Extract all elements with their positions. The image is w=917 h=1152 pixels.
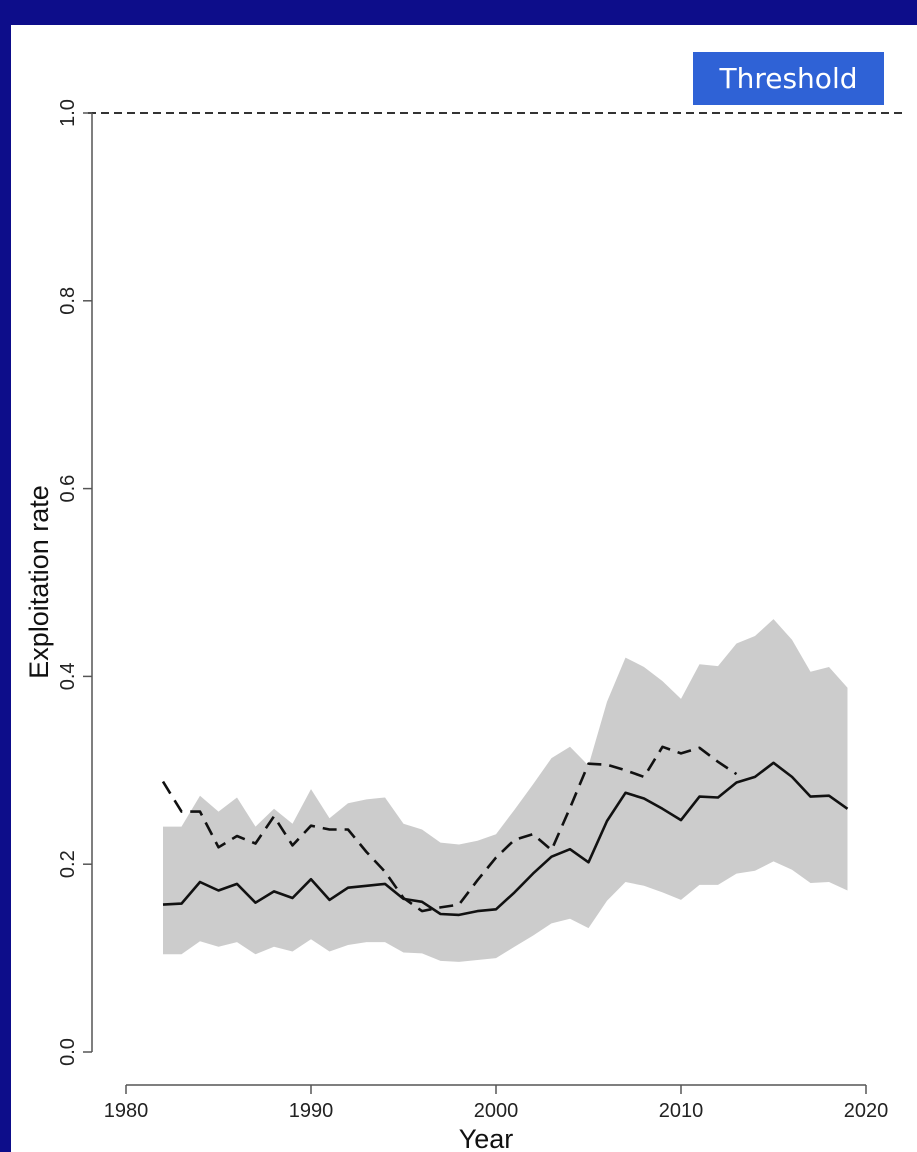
x-axis-title: Year — [459, 1124, 514, 1152]
y-tick-label: 0.6 — [57, 475, 79, 503]
y-tick-label: 1.0 — [57, 99, 79, 127]
x-tick-label: 2010 — [659, 1100, 704, 1122]
confidence-ribbon — [163, 619, 848, 962]
series-line-solid — [162, 761, 849, 917]
y-axis-title: Exploitation rate — [24, 485, 54, 679]
x-tick-label: 1980 — [104, 1100, 149, 1122]
x-tick-label: 2020 — [844, 1100, 889, 1122]
y-tick-label: 0.2 — [57, 850, 79, 878]
y-tick-label: 0.0 — [57, 1038, 79, 1066]
y-tick-label: 0.8 — [57, 287, 79, 315]
chart-frame — [11, 25, 917, 1152]
y-tick-label: 0.4 — [57, 662, 79, 690]
x-tick-label: 1990 — [289, 1100, 334, 1122]
x-tick-label: 2000 — [474, 1100, 519, 1122]
series-line-dashed — [161, 745, 738, 913]
top-border — [0, 0, 917, 25]
threshold-badge: Threshold — [693, 52, 884, 105]
